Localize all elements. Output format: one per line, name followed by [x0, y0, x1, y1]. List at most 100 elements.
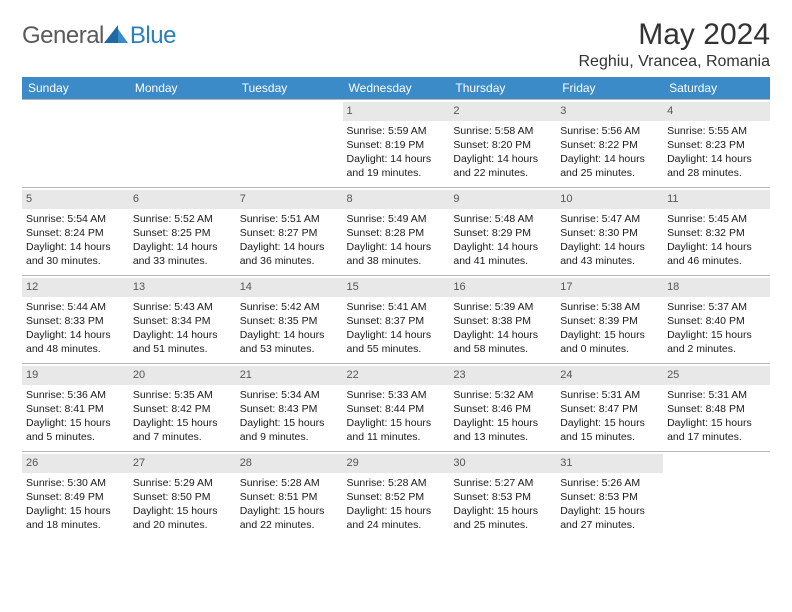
- day-number: 26: [22, 454, 129, 473]
- day-number: 15: [343, 278, 450, 297]
- daylight-text: Daylight: 14 hours: [240, 328, 339, 342]
- daylight-text: Daylight: 15 hours: [347, 416, 446, 430]
- daylight-text: Daylight: 15 hours: [453, 416, 552, 430]
- daylight-text: and 30 minutes.: [26, 254, 125, 268]
- daylight-text: Daylight: 14 hours: [133, 240, 232, 254]
- daylight-text: Daylight: 14 hours: [560, 152, 659, 166]
- calendar-day-cell: .: [22, 100, 129, 188]
- weekday-header: Thursday: [449, 77, 556, 100]
- calendar-day-cell: 13Sunrise: 5:43 AMSunset: 8:34 PMDayligh…: [129, 276, 236, 364]
- sunrise-text: Sunrise: 5:36 AM: [26, 388, 125, 402]
- title-block: May 2024 Reghiu, Vrancea, Romania: [578, 18, 770, 71]
- daylight-text: and 24 minutes.: [347, 518, 446, 532]
- sunrise-text: Sunrise: 5:44 AM: [26, 300, 125, 314]
- daylight-text: Daylight: 14 hours: [453, 152, 552, 166]
- calendar-day-cell: .: [129, 100, 236, 188]
- day-number: 8: [343, 190, 450, 209]
- daylight-text: Daylight: 14 hours: [133, 328, 232, 342]
- daylight-text: Daylight: 15 hours: [240, 416, 339, 430]
- daylight-text: Daylight: 14 hours: [347, 328, 446, 342]
- calendar-day-cell: 9Sunrise: 5:48 AMSunset: 8:29 PMDaylight…: [449, 188, 556, 276]
- sunrise-text: Sunrise: 5:55 AM: [667, 124, 766, 138]
- day-number: 2: [449, 102, 556, 121]
- daylight-text: Daylight: 14 hours: [667, 240, 766, 254]
- header: General Blue May 2024 Reghiu, Vrancea, R…: [22, 18, 770, 71]
- sunrise-text: Sunrise: 5:54 AM: [26, 212, 125, 226]
- daylight-text: Daylight: 14 hours: [240, 240, 339, 254]
- sunrise-text: Sunrise: 5:34 AM: [240, 388, 339, 402]
- day-number: 19: [22, 366, 129, 385]
- daylight-text: Daylight: 14 hours: [453, 240, 552, 254]
- sunset-text: Sunset: 8:43 PM: [240, 402, 339, 416]
- sunrise-text: Sunrise: 5:31 AM: [667, 388, 766, 402]
- sunrise-text: Sunrise: 5:56 AM: [560, 124, 659, 138]
- daylight-text: Daylight: 15 hours: [667, 328, 766, 342]
- daylight-text: and 27 minutes.: [560, 518, 659, 532]
- day-number: 27: [129, 454, 236, 473]
- calendar-day-cell: 28Sunrise: 5:28 AMSunset: 8:51 PMDayligh…: [236, 452, 343, 540]
- calendar-day-cell: .: [663, 452, 770, 540]
- calendar-day-cell: 1Sunrise: 5:59 AMSunset: 8:19 PMDaylight…: [343, 100, 450, 188]
- daylight-text: Daylight: 15 hours: [26, 416, 125, 430]
- day-number: 4: [663, 102, 770, 121]
- calendar-day-cell: 5Sunrise: 5:54 AMSunset: 8:24 PMDaylight…: [22, 188, 129, 276]
- day-number: 28: [236, 454, 343, 473]
- sunset-text: Sunset: 8:39 PM: [560, 314, 659, 328]
- sunset-text: Sunset: 8:29 PM: [453, 226, 552, 240]
- calendar-day-cell: 16Sunrise: 5:39 AMSunset: 8:38 PMDayligh…: [449, 276, 556, 364]
- daylight-text: Daylight: 14 hours: [347, 152, 446, 166]
- sunrise-text: Sunrise: 5:31 AM: [560, 388, 659, 402]
- sunrise-text: Sunrise: 5:59 AM: [347, 124, 446, 138]
- day-number: 1: [343, 102, 450, 121]
- sunrise-text: Sunrise: 5:58 AM: [453, 124, 552, 138]
- sunset-text: Sunset: 8:37 PM: [347, 314, 446, 328]
- sunrise-text: Sunrise: 5:41 AM: [347, 300, 446, 314]
- calendar-day-cell: 30Sunrise: 5:27 AMSunset: 8:53 PMDayligh…: [449, 452, 556, 540]
- daylight-text: and 25 minutes.: [453, 518, 552, 532]
- sunrise-text: Sunrise: 5:26 AM: [560, 476, 659, 490]
- daylight-text: and 7 minutes.: [133, 430, 232, 444]
- brand-logo: General Blue: [22, 22, 176, 50]
- daylight-text: and 33 minutes.: [133, 254, 232, 268]
- sunset-text: Sunset: 8:33 PM: [26, 314, 125, 328]
- sunrise-text: Sunrise: 5:47 AM: [560, 212, 659, 226]
- daylight-text: and 20 minutes.: [133, 518, 232, 532]
- daylight-text: Daylight: 15 hours: [133, 504, 232, 518]
- day-number: 5: [22, 190, 129, 209]
- daylight-text: and 51 minutes.: [133, 342, 232, 356]
- calendar-day-cell: 31Sunrise: 5:26 AMSunset: 8:53 PMDayligh…: [556, 452, 663, 540]
- calendar-day-cell: 19Sunrise: 5:36 AMSunset: 8:41 PMDayligh…: [22, 364, 129, 452]
- day-number: 10: [556, 190, 663, 209]
- calendar-day-cell: 27Sunrise: 5:29 AMSunset: 8:50 PMDayligh…: [129, 452, 236, 540]
- daylight-text: and 38 minutes.: [347, 254, 446, 268]
- day-number: 17: [556, 278, 663, 297]
- weekday-header: Tuesday: [236, 77, 343, 100]
- daylight-text: and 53 minutes.: [240, 342, 339, 356]
- sunrise-text: Sunrise: 5:33 AM: [347, 388, 446, 402]
- sunset-text: Sunset: 8:46 PM: [453, 402, 552, 416]
- calendar-week-row: 26Sunrise: 5:30 AMSunset: 8:49 PMDayligh…: [22, 452, 770, 540]
- calendar-day-cell: 8Sunrise: 5:49 AMSunset: 8:28 PMDaylight…: [343, 188, 450, 276]
- sunset-text: Sunset: 8:34 PM: [133, 314, 232, 328]
- daylight-text: Daylight: 15 hours: [453, 504, 552, 518]
- sunset-text: Sunset: 8:40 PM: [667, 314, 766, 328]
- daylight-text: and 2 minutes.: [667, 342, 766, 356]
- calendar-week-row: 5Sunrise: 5:54 AMSunset: 8:24 PMDaylight…: [22, 188, 770, 276]
- daylight-text: Daylight: 15 hours: [560, 328, 659, 342]
- sunrise-text: Sunrise: 5:39 AM: [453, 300, 552, 314]
- daylight-text: and 25 minutes.: [560, 166, 659, 180]
- sunrise-text: Sunrise: 5:52 AM: [133, 212, 232, 226]
- day-number: 22: [343, 366, 450, 385]
- daylight-text: and 36 minutes.: [240, 254, 339, 268]
- daylight-text: and 18 minutes.: [26, 518, 125, 532]
- day-number: 20: [129, 366, 236, 385]
- day-number: 9: [449, 190, 556, 209]
- brand-part2: Blue: [130, 22, 176, 50]
- sunrise-text: Sunrise: 5:27 AM: [453, 476, 552, 490]
- day-number: 11: [663, 190, 770, 209]
- sunrise-text: Sunrise: 5:28 AM: [347, 476, 446, 490]
- weekday-header: Friday: [556, 77, 663, 100]
- sunset-text: Sunset: 8:20 PM: [453, 138, 552, 152]
- daylight-text: Daylight: 14 hours: [453, 328, 552, 342]
- daylight-text: and 15 minutes.: [560, 430, 659, 444]
